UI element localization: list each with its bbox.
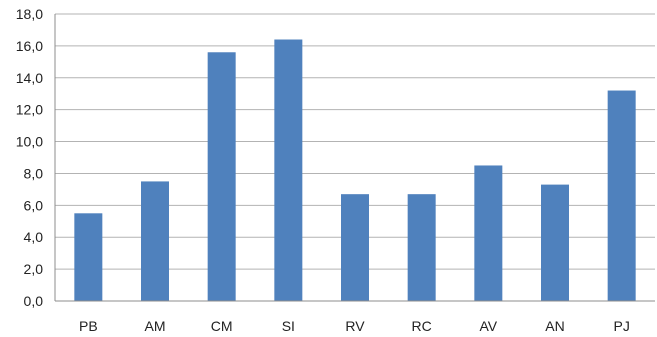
y-tick-label: 6,0 [24,197,44,213]
x-tick-label: AM [145,318,166,334]
bar-rv [341,194,369,301]
bars [74,39,636,302]
x-tick-label: RC [412,318,432,334]
bar-si [274,39,303,302]
x-tick-label: CM [211,318,233,334]
y-tick-label: 0,0 [24,293,44,309]
bar-pb [74,213,103,301]
x-tick-label: PB [79,318,98,334]
x-tick-label: RV [345,318,365,334]
y-tick-label: 14,0 [16,70,43,86]
y-tick-label: 10,0 [16,134,43,150]
bar-an [541,184,569,301]
bar-av [474,165,503,301]
x-tick-label: AV [480,318,498,334]
y-tick-label: 16,0 [16,38,43,54]
y-tick-label: 2,0 [24,261,44,277]
x-tick-label: SI [282,318,295,334]
y-tick-label: 4,0 [24,229,44,245]
x-tick-label: AN [545,318,564,334]
x-tick-label: PJ [613,318,629,334]
bar-cm [207,52,236,302]
bar-pj [607,90,636,302]
bar-rc [407,194,436,301]
x-axis-tick-labels: PB AM CM SI RV RC AV AN PJ [79,318,630,334]
y-tick-label: 12,0 [16,102,43,118]
y-axis-tick-labels: 0,0 2,0 4,0 6,0 8,0 10,0 12,0 14,0 16,0 18,0 [16,6,43,309]
bar-am [141,181,169,301]
y-tick-label: 18,0 [16,6,43,22]
y-tick-label: 8,0 [24,165,44,181]
